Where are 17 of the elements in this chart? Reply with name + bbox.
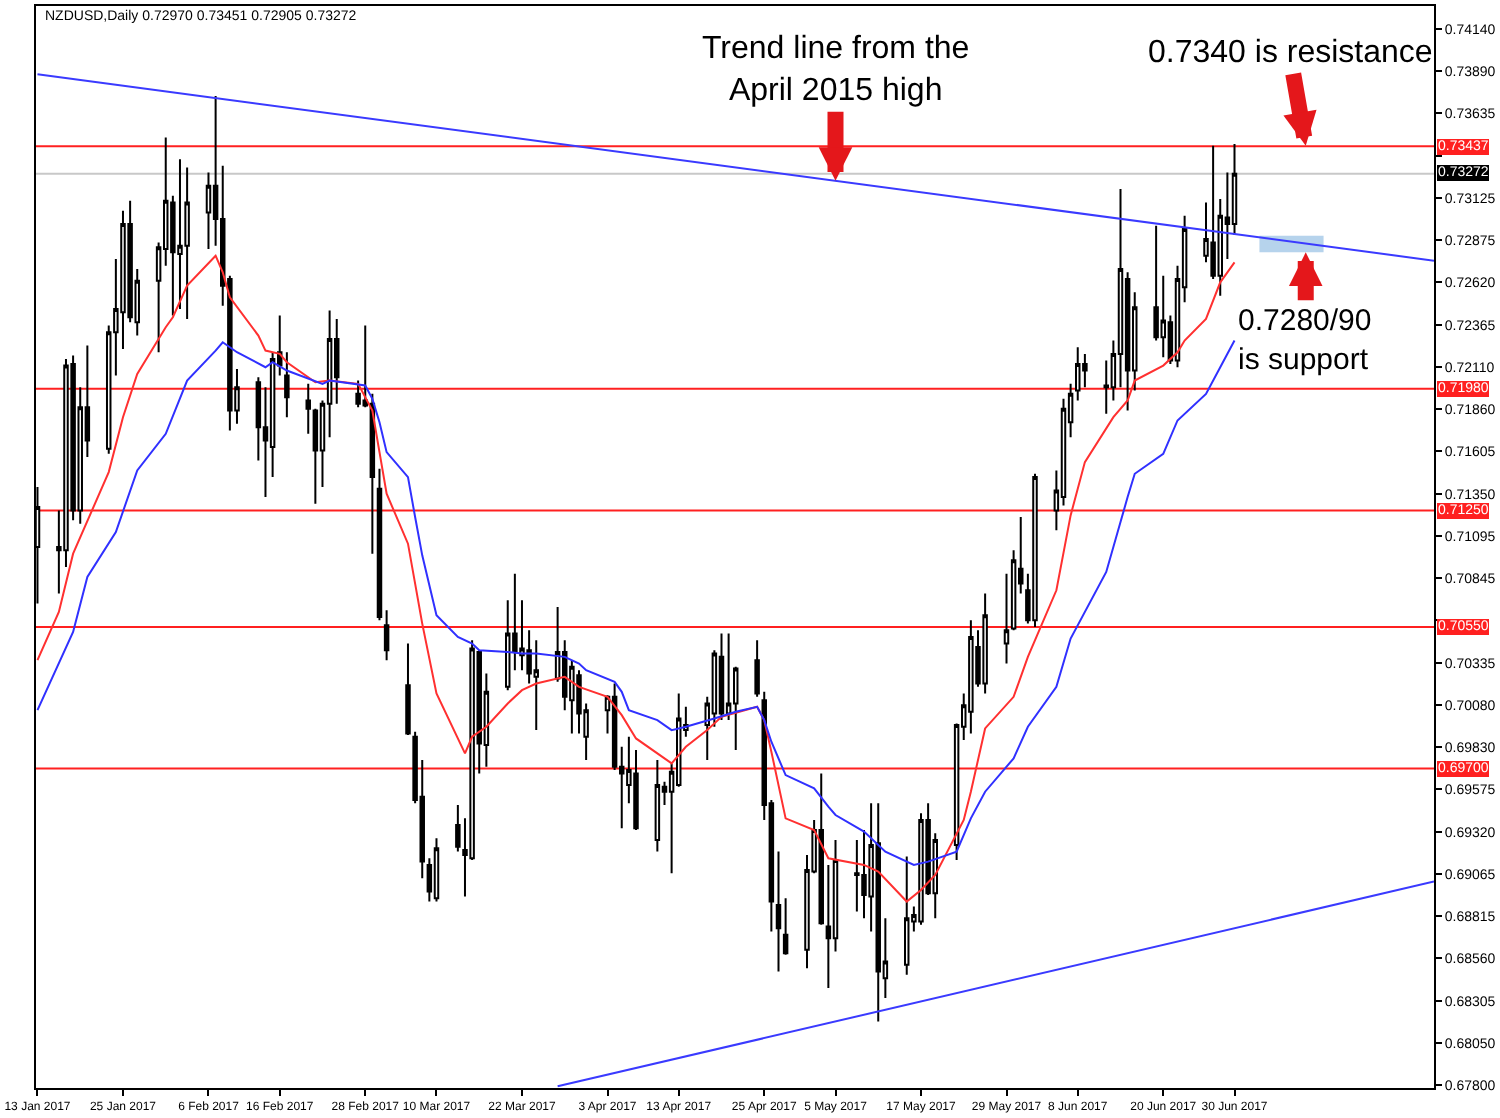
line-series [36,339,1236,866]
candlestick [968,619,974,735]
candlestick [1032,472,1038,628]
annotation: 0.7340 is resistance [1148,36,1433,70]
candlestick [875,802,881,1023]
annotation: 0.7280/90 is support [1238,304,1372,377]
annotation: Trend line from the April 2015 high [702,32,970,108]
candlestick [184,166,190,320]
candlestick [982,592,988,695]
candlestick [433,837,440,903]
candlestick [654,759,661,853]
line-series [36,254,1236,903]
candlestick [718,632,725,722]
candlestick [775,850,782,973]
candlestick [854,838,860,913]
candlestick [383,609,390,662]
candlestick [904,855,910,976]
